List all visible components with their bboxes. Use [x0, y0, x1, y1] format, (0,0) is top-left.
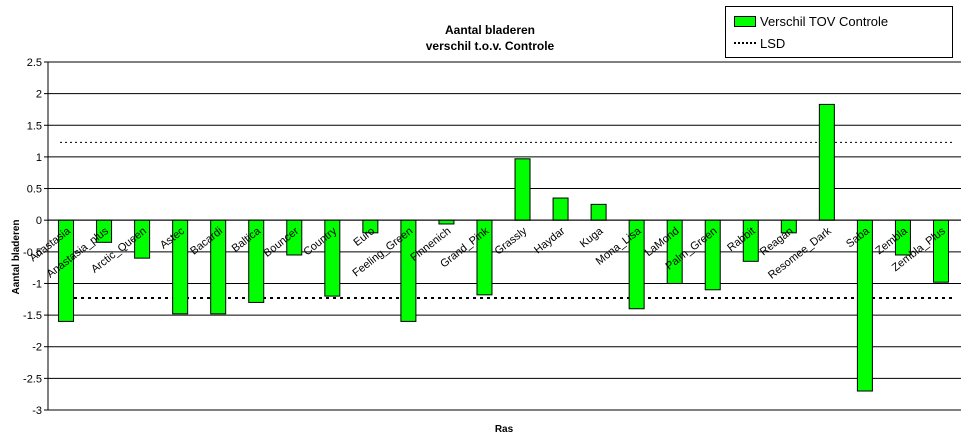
legend-swatch-line	[734, 42, 756, 44]
plot-area	[48, 62, 961, 410]
bar-resomee-dark	[818, 103, 835, 221]
bar-haydar	[552, 197, 569, 221]
y-tick-label: 1	[36, 152, 42, 164]
legend-swatch-bar	[734, 15, 756, 27]
y-tick-label: -1	[32, 278, 42, 290]
y-tick-label: -0.5	[23, 247, 42, 259]
y-tick-label: -1.5	[23, 310, 42, 322]
y-tick-label: 0.5	[27, 184, 42, 196]
legend: Verschil TOV Controle LSD	[725, 6, 953, 58]
legend-item-lsd: LSD	[734, 34, 785, 52]
y-tick-label: -3	[32, 405, 42, 417]
chart-subtitle: verschil t.o.v. Controle	[426, 39, 555, 53]
y-tick-label: 1.5	[27, 120, 42, 132]
bar-finnenich	[438, 219, 455, 225]
y-tick-label: 2	[36, 89, 42, 101]
y-tick-label: 2.5	[27, 57, 42, 69]
y-tick-label: 0	[36, 215, 42, 227]
legend-item-series: Verschil TOV Controle	[734, 12, 888, 30]
bar-saba	[856, 219, 873, 392]
y-tick-label: -2.5	[23, 373, 42, 385]
chart-title: Aantal bladeren	[445, 23, 535, 37]
y-axis-label: Aantal bladeren	[11, 219, 22, 294]
bar-grassly	[514, 158, 531, 221]
y-tick-label: -2	[32, 342, 42, 354]
legend-label-lsd: LSD	[760, 35, 786, 51]
legend-label-series: Verschil TOV Controle	[760, 13, 889, 29]
bar-kuga	[590, 203, 607, 221]
x-axis-label: Ras	[495, 424, 514, 435]
